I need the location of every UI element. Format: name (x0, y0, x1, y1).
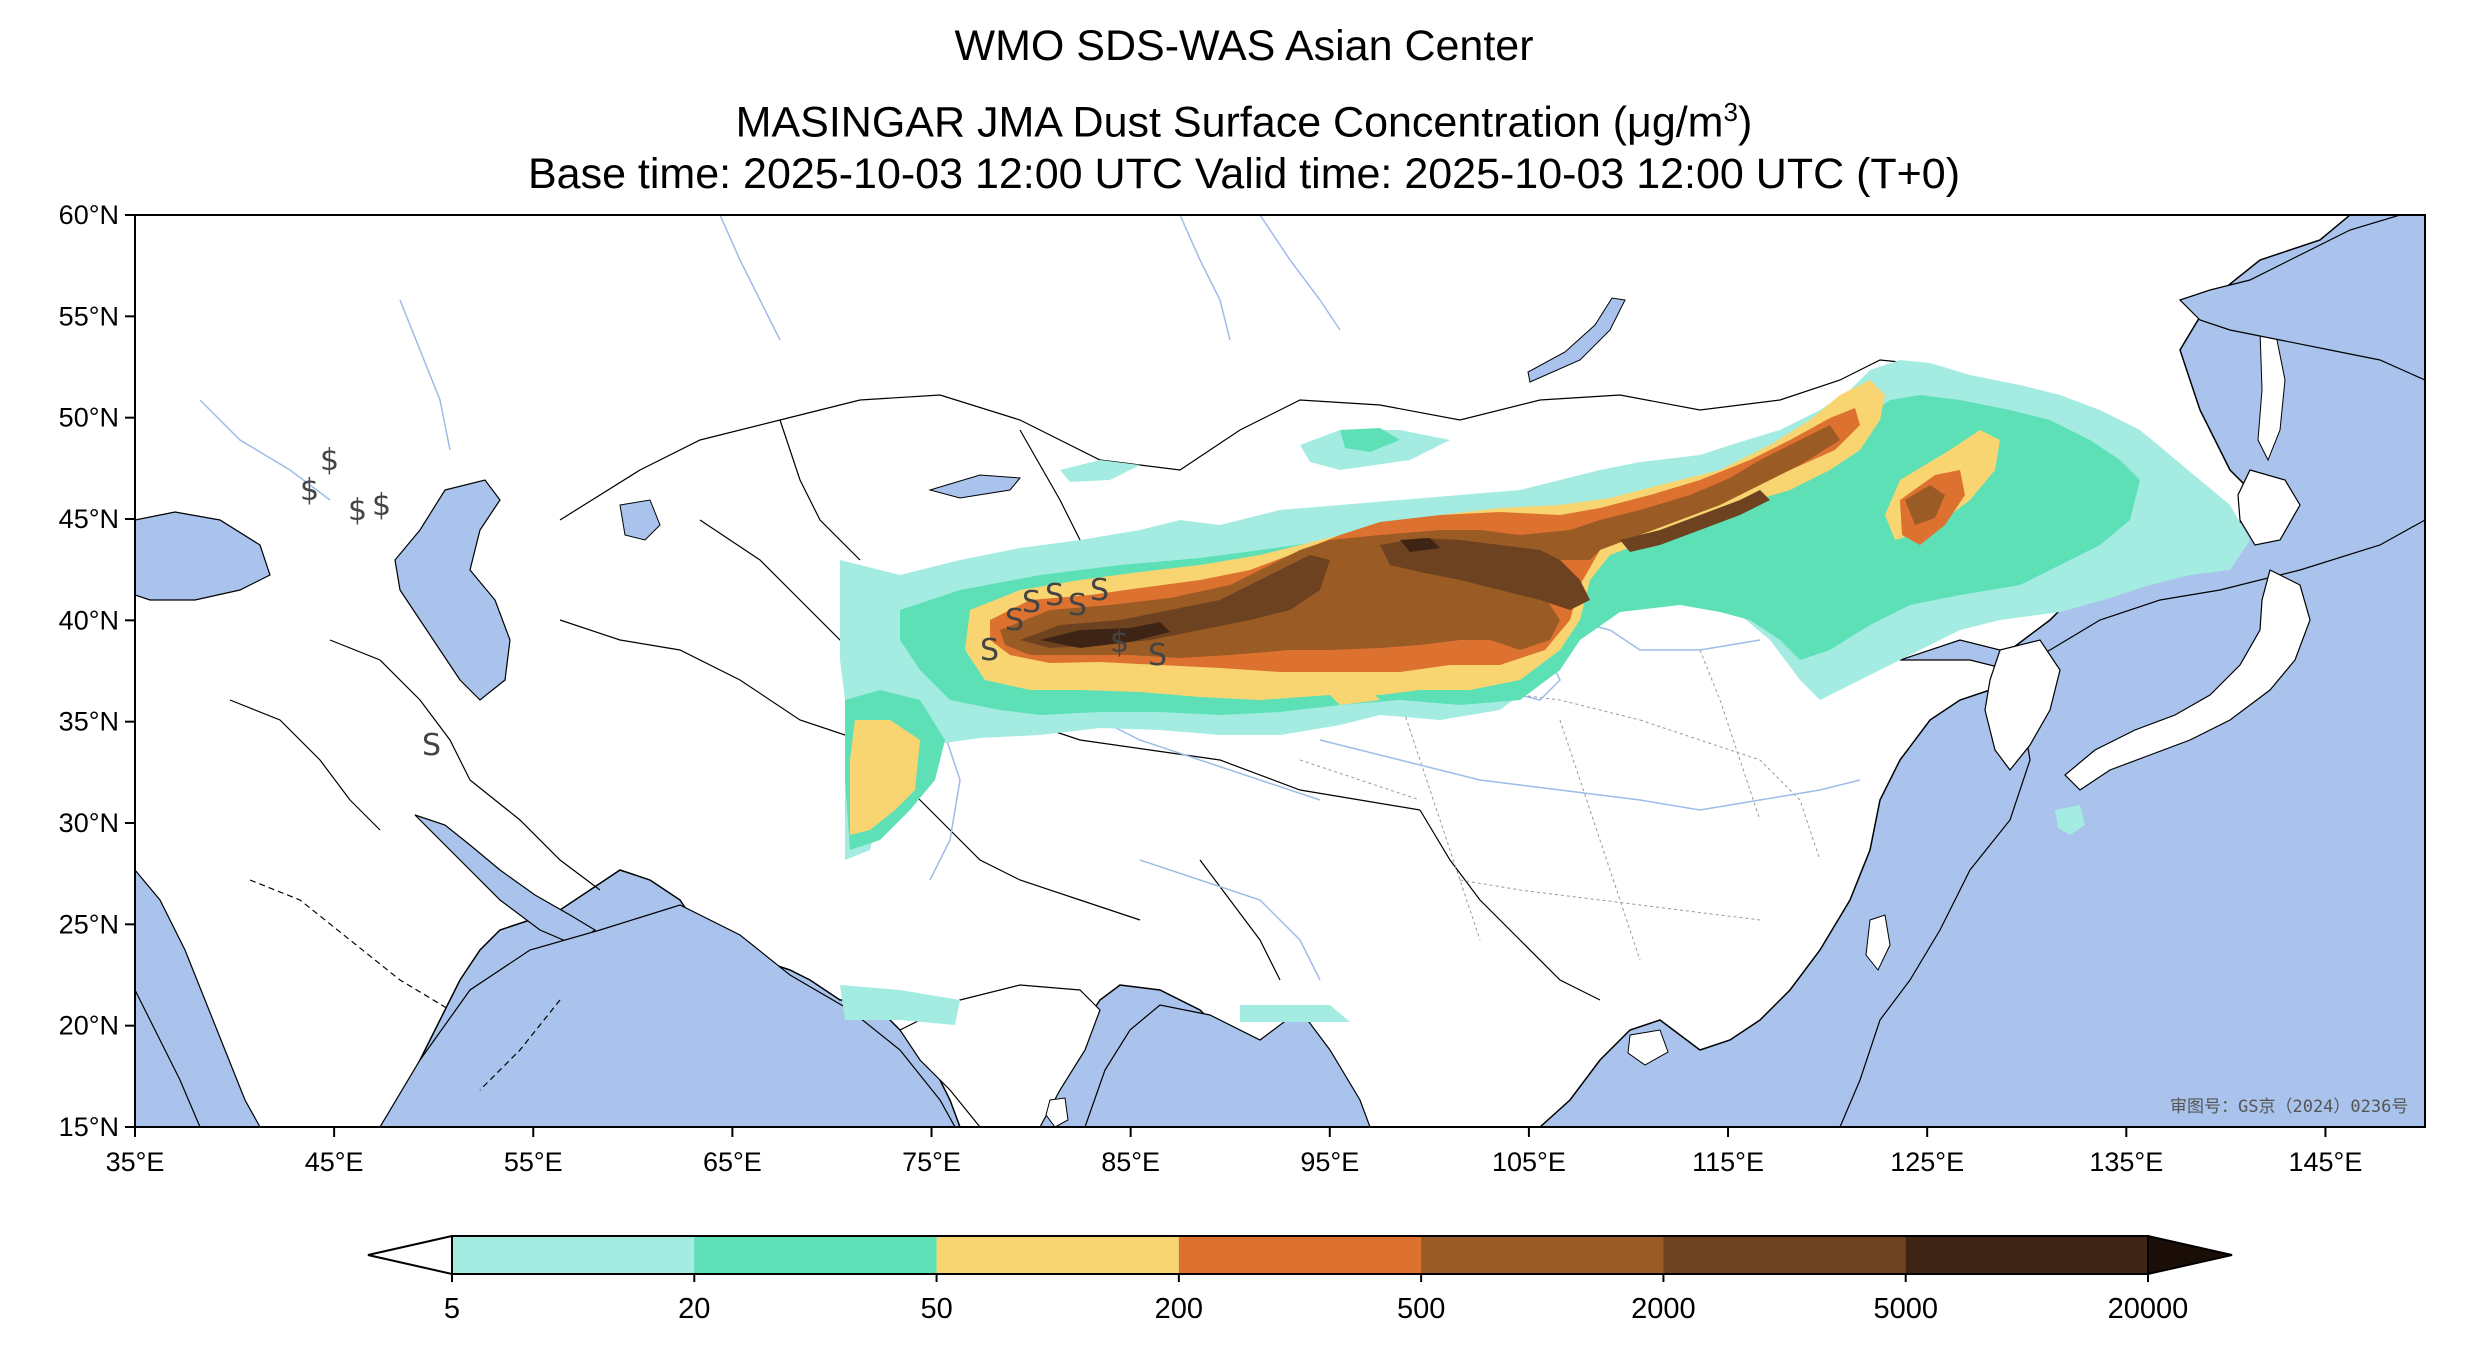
colorbar-tick-label: 20 (678, 1293, 710, 1325)
lat-tick-label: 35°N (59, 707, 119, 737)
colorbar-tick-label: 500 (1397, 1293, 1445, 1325)
colorbar-tick-label: 20000 (2108, 1293, 2189, 1325)
arabian-sea (379, 904, 956, 1127)
lon-tick-label: 105°E (1492, 1147, 1566, 1177)
colorbar-under-arrow (367, 1234, 453, 1276)
lat-tick-label: 20°N (59, 1011, 119, 1041)
lon-tick-label: 75°E (902, 1147, 961, 1177)
black-sea (135, 511, 271, 601)
colorbar-swatch (936, 1236, 1180, 1274)
marker-1: $ (300, 473, 319, 508)
marker-3: $ (348, 493, 367, 528)
map-time-line: Base time: 2025-10-03 12:00 UTC Valid ti… (527, 150, 1961, 198)
lon-tick-label: 55°E (504, 1147, 563, 1177)
colorbar-tick-label: 200 (1155, 1293, 1203, 1325)
aral-sea (619, 499, 661, 541)
caspian-sea (394, 479, 511, 701)
land-korea (1984, 639, 2061, 771)
lake-baikal (1527, 297, 1626, 383)
colorbar-swatch (1178, 1236, 1422, 1274)
colorbar-swatch (1663, 1236, 1907, 1274)
map-title: WMO SDS-WAS Asian Center (954, 22, 1534, 70)
lon-tick-label: 125°E (1890, 1147, 1964, 1177)
subtitle-prefix: MASINGAR JMA Dust Surface Concentration … (735, 98, 1628, 147)
longitude-axis: 35°E 45°E 55°E 65°E 75°E 85°E 95°E 105°E 115°E 12… (106, 1127, 2363, 1177)
marker-2: $ (320, 443, 339, 478)
lon-tick-label: 115°E (1692, 1147, 1764, 1177)
lon-tick-label: 145°E (2289, 1147, 2363, 1177)
marker-12: $ (1110, 625, 1129, 660)
lake-balkhash (928, 474, 1022, 499)
subtitle-unit: μg/m (1627, 98, 1724, 147)
lon-tick-label: 85°E (1101, 1147, 1160, 1177)
marker-11: S (1090, 573, 1109, 608)
lat-tick-label: 55°N (59, 301, 119, 331)
colorbar-swatch (1421, 1236, 1664, 1274)
marker-9: S (1045, 578, 1064, 613)
colorbar-swatch (452, 1236, 695, 1274)
marker-13: S (1148, 638, 1167, 673)
map-subtitle: MASINGAR JMA Dust Surface Concentration … (0, 86, 2488, 148)
bay-of-bengal (1084, 1004, 1371, 1127)
marker-7: S (1005, 603, 1024, 638)
land-kamchatka (2178, 215, 2425, 381)
lon-tick-label: 135°E (2089, 1147, 2163, 1177)
land-hokkaido (2237, 469, 2301, 546)
dust-level-2000-5000 (1020, 490, 1770, 648)
colorbar: 5 20 50 200 500 2000 5000 20000 (367, 1234, 2233, 1325)
lat-tick-label: 30°N (59, 808, 119, 838)
dust-level-5000-20000 (1040, 538, 1440, 648)
map-frame (134, 214, 2426, 1128)
map-approval-number: 审图号：GS京（2024）0236号 (2170, 1097, 2408, 1117)
lon-tick-label: 95°E (1300, 1147, 1359, 1177)
lat-tick-label: 60°N (59, 200, 119, 230)
persian-gulf (414, 814, 597, 946)
colorbar-over-arrow (2147, 1234, 2233, 1276)
map-area: $ $ $ $ S S S S S S S $ S 审图号：GS京（2024）0… (135, 215, 2425, 1127)
colorbar-outline (451, 1235, 2149, 1275)
land-taiwan (1865, 914, 1891, 971)
colorbar-tick-label: 50 (920, 1293, 952, 1325)
lon-tick-label: 45°E (305, 1147, 364, 1177)
lon-tick-label: 35°E (106, 1147, 165, 1177)
lon-tick-label: 65°E (703, 1147, 762, 1177)
subtitle-unit-exponent: 3 (1723, 97, 1738, 127)
red-sea (135, 869, 261, 1127)
colorbar-swatch (694, 1236, 938, 1274)
marker-10: S (1068, 588, 1087, 623)
colorbar-tick-label: 2000 (1631, 1293, 1696, 1325)
land-hainan (1627, 1029, 1669, 1066)
lat-tick-label: 40°N (59, 605, 119, 635)
marker-6: S (980, 633, 999, 668)
land-sri-lanka (1045, 1097, 1069, 1127)
land-japan (2064, 569, 2311, 791)
subtitle-suffix: ) (1737, 98, 1753, 147)
marker-4: $ (372, 488, 391, 523)
latitude-axis: 60°N 55°N 50°N 45°N 40°N 35°N 30°N 25°N 20°N 15°N (59, 200, 135, 1142)
colorbar-tick-label: 5000 (1873, 1293, 1938, 1325)
lat-tick-label: 50°N (59, 403, 119, 433)
map-markers: $ $ $ $ S S S S S S S $ S (300, 443, 1167, 763)
lat-tick-label: 25°N (59, 909, 119, 939)
lat-tick-label: 45°N (59, 504, 119, 534)
colorbar-swatch (1905, 1236, 2149, 1274)
marker-5: S (422, 728, 441, 763)
marker-8: S (1022, 585, 1041, 620)
colorbar-tick-label: 5 (444, 1293, 460, 1325)
lat-tick-label: 15°N (59, 1112, 119, 1142)
